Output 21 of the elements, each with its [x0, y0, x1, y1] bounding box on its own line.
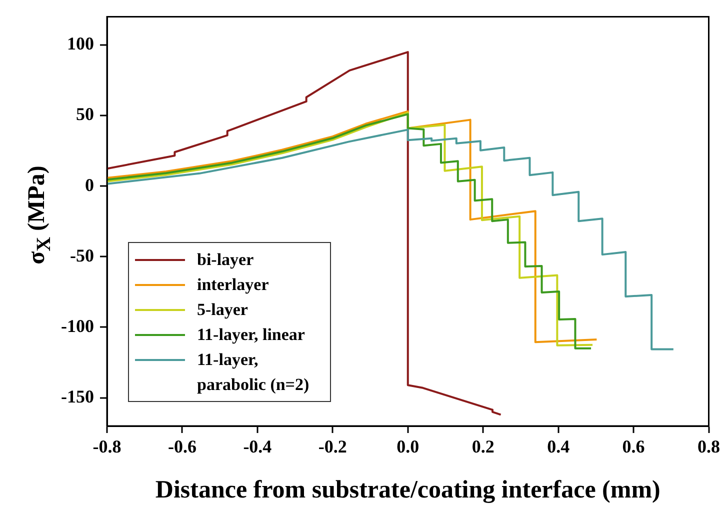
x-tick-label: -0.8 — [92, 436, 122, 456]
x-tick-label: -0.6 — [168, 436, 196, 456]
legend-label: 5-layer — [197, 299, 248, 321]
x-tick-label: -0.2 — [318, 436, 347, 456]
x-tick-label: 0.4 — [547, 436, 570, 456]
y-tick-label: 0 — [85, 174, 94, 195]
legend-label: 11-layer, linear — [197, 324, 305, 346]
x-tick-label: 0.2 — [472, 436, 494, 456]
legend-label: bi-layer — [197, 249, 254, 271]
x-tick-label: 0.8 — [698, 436, 720, 456]
y-tick-label: 100 — [67, 34, 94, 54]
y-tick-label: -150 — [61, 386, 94, 406]
x-tick-label: 0.0 — [396, 436, 420, 456]
x-tick-label: 0.6 — [622, 436, 645, 456]
y-tick-label: 50 — [76, 104, 94, 124]
y-tick-label: -50 — [70, 245, 94, 266]
x-axis-title: Distance from substrate/coating interface (mm) — [155, 476, 660, 504]
legend-label: interlayer — [197, 274, 269, 296]
y-tick-label: -100 — [61, 316, 94, 336]
legend-label: 11-layer, parabolic (n=2) — [197, 349, 310, 396]
x-tick-label: -0.4 — [243, 436, 272, 456]
